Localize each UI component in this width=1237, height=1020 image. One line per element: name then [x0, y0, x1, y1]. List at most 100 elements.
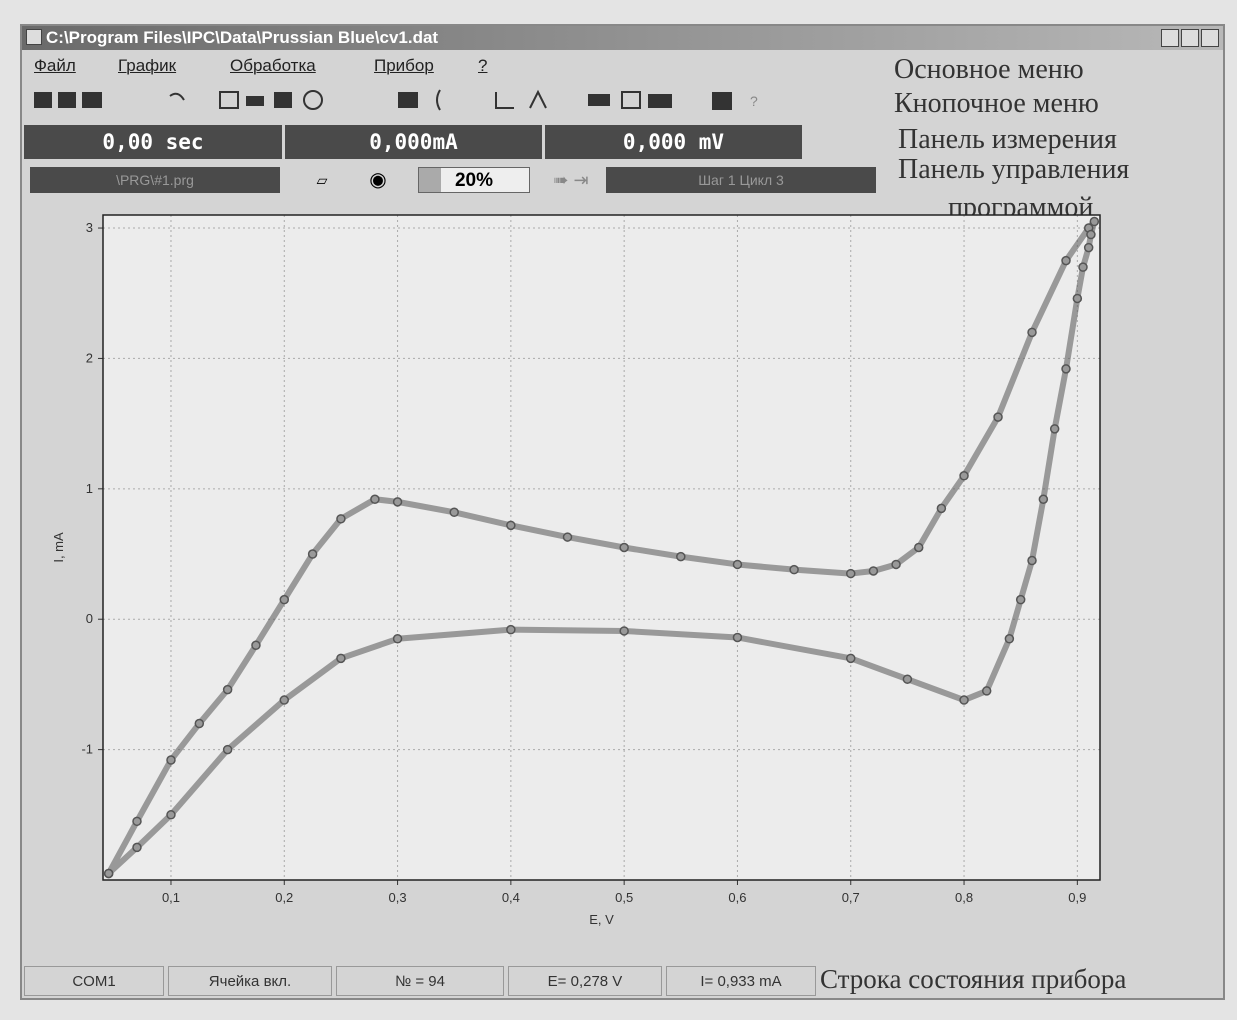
data-point	[1061, 364, 1071, 374]
toolbar-buttons[interactable]: ?	[34, 89, 758, 111]
window-title: C:\Program Files\IPC\Data\Prussian Blue\…	[46, 28, 439, 47]
data-point	[251, 640, 261, 651]
data-point	[868, 566, 879, 576]
data-point	[103, 868, 114, 879]
program-graph-button[interactable]: ▱	[316, 172, 328, 188]
data-point	[506, 624, 516, 635]
data-point	[370, 494, 380, 505]
program-run-button[interactable]: ◉	[369, 169, 387, 191]
data-point	[222, 684, 233, 695]
data-point	[1061, 255, 1071, 266]
annotation: Кнопочное меню	[894, 88, 1099, 119]
svg-text:?: ?	[750, 93, 758, 109]
annotation: Панель управления	[898, 154, 1130, 185]
data-point	[981, 686, 992, 696]
x-tick-label: 0,6	[728, 890, 746, 905]
data-point	[993, 412, 1003, 422]
data-point	[1086, 229, 1096, 240]
data-point	[732, 559, 743, 570]
data-point	[166, 810, 176, 820]
x-tick-label: 0,3	[389, 890, 407, 905]
data-point	[676, 551, 686, 562]
data-point	[959, 471, 969, 481]
data-point	[913, 542, 924, 553]
data-point	[392, 497, 403, 507]
data-point	[936, 503, 947, 514]
data-point	[1049, 424, 1060, 434]
y-tick-label: 2	[86, 350, 93, 365]
data-point	[1072, 293, 1083, 304]
data-point	[279, 695, 290, 705]
measurement-time: 0,00 sec	[24, 125, 282, 159]
x-tick-label: 0,5	[615, 890, 633, 905]
chart: 0,1 0,2 0,3 0,4 0,5 0,6 0,7 0,8 0,9 -1 0 1 2 3 E, V I, …	[51, 214, 1101, 927]
y-tick-label: 1	[86, 481, 93, 496]
title-bar: C:\Program Files\IPC\Data\Prussian Blue\…	[22, 26, 1223, 50]
x-tick-label: 0,4	[502, 890, 520, 905]
annotation: Строка состояния прибора	[820, 964, 1127, 994]
y-tick-label: -1	[81, 742, 93, 757]
status-current: I= 0,933 mA	[666, 966, 816, 996]
data-point	[1078, 262, 1088, 272]
measurement-current: 0,000mA	[285, 125, 542, 159]
data-point	[1027, 327, 1037, 338]
annotation: Основное меню	[894, 54, 1084, 85]
menu-item[interactable]: Прибор	[374, 56, 434, 75]
annotation: Панель измерения	[898, 124, 1117, 155]
data-point	[336, 653, 346, 664]
data-point	[307, 549, 318, 559]
data-point	[506, 520, 516, 531]
plot-frame	[102, 214, 1101, 881]
menu-item[interactable]: График	[118, 56, 177, 75]
x-tick-label: 0,2	[275, 890, 293, 905]
data-point	[194, 718, 205, 729]
data-point	[392, 634, 403, 644]
program-progress: 20%	[418, 167, 530, 193]
x-axis-label: E, V	[589, 912, 614, 927]
data-point	[1027, 555, 1037, 566]
data-point	[619, 542, 629, 553]
data-point	[1083, 242, 1094, 253]
plot-area	[103, 215, 1100, 880]
program-file[interactable]: \PRG\#1.prg	[30, 167, 280, 193]
toolbar: ?	[34, 89, 758, 111]
menu-item[interactable]: Обработка	[230, 56, 316, 75]
data-point	[959, 695, 969, 705]
data-point	[1004, 634, 1015, 644]
menu-item[interactable]: ?	[478, 56, 488, 75]
data-point	[732, 632, 743, 643]
data-point	[222, 744, 233, 755]
menu-item[interactable]: Файл	[34, 56, 76, 75]
data-point	[279, 594, 290, 605]
x-tick-label: 0,7	[842, 890, 860, 905]
data-point	[1015, 594, 1026, 605]
program-step: Шаг 1 Цикл 3	[606, 167, 876, 193]
y-tick-label: 3	[86, 220, 93, 235]
data-point	[166, 755, 176, 765]
status-cell: Ячейка вкл.	[168, 966, 332, 996]
measurement-potential: 0,000 mV	[545, 125, 802, 159]
data-point	[132, 842, 142, 853]
data-point	[132, 816, 142, 827]
x-tick-label: 0,1	[162, 890, 180, 905]
status-point: № = 94	[336, 966, 504, 996]
data-point	[846, 653, 856, 664]
data-point	[336, 514, 346, 524]
y-tick-label: 0	[86, 611, 93, 626]
data-point	[789, 564, 799, 575]
x-tick-label: 0,8	[955, 890, 973, 905]
data-point	[902, 674, 913, 684]
program-step-buttons[interactable]: ➠ ⇥	[553, 170, 589, 190]
status-potential: E= 0,278 V	[508, 966, 662, 996]
data-point	[562, 532, 573, 542]
data-point	[1038, 494, 1049, 505]
data-point	[846, 568, 856, 579]
data-point	[619, 626, 629, 636]
data-point	[1089, 216, 1100, 227]
window-buttons[interactable]	[1159, 29, 1219, 54]
app-icon	[26, 29, 42, 45]
data-point	[449, 507, 459, 518]
data-point	[891, 559, 901, 570]
x-tick-label: 0,9	[1068, 890, 1086, 905]
